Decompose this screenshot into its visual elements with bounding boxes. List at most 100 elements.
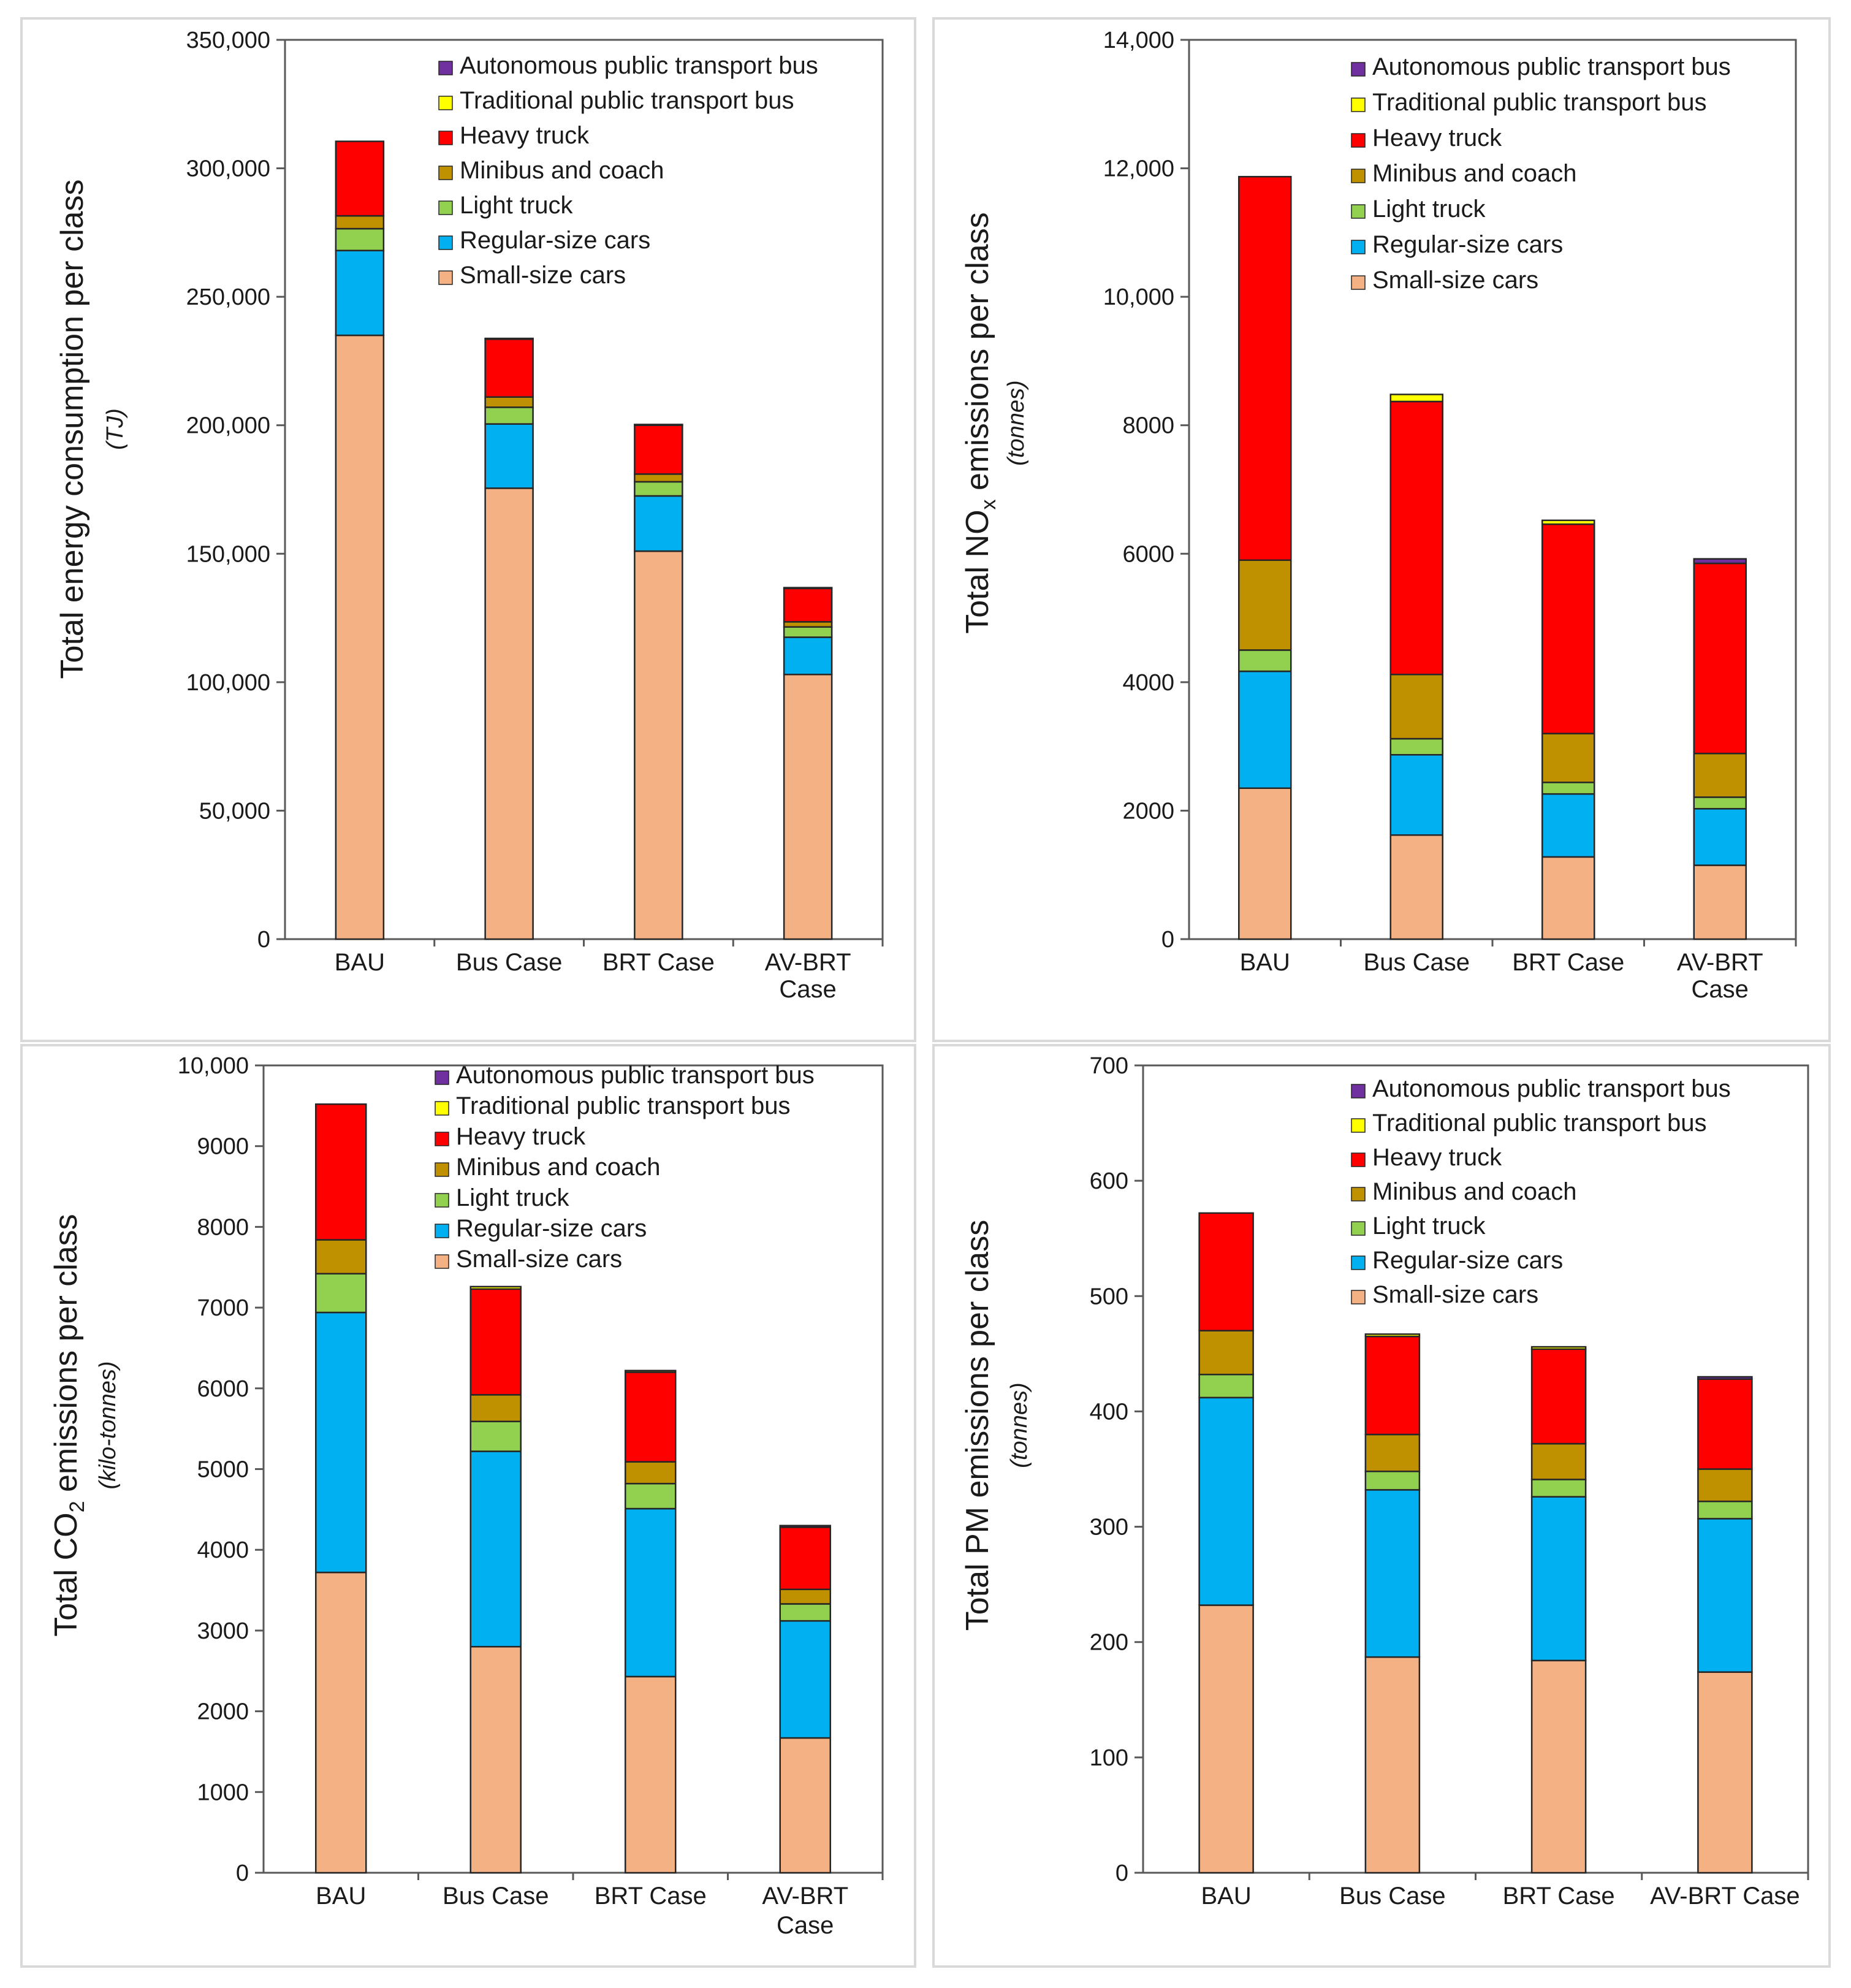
bar-segment-regular-size-cars bbox=[779, 1620, 831, 1739]
bar-segment-regular-size-cars bbox=[783, 636, 833, 676]
legend-label-heavy-truck: Heavy truck bbox=[1372, 124, 1502, 151]
legend-label-minibus-and-coach: Minibus and coach bbox=[456, 1154, 661, 1181]
bar-segment-light-truck bbox=[1389, 737, 1443, 756]
bar-segment-regular-size-cars bbox=[1530, 1496, 1587, 1662]
bar-segment-minibus-and-coach bbox=[779, 1588, 831, 1605]
y-axis-title: Total PM emissions per class bbox=[960, 1220, 995, 1631]
y-tick-label: 12,000 bbox=[1103, 156, 1174, 182]
bar-segment-regular-size-cars bbox=[484, 423, 534, 489]
panel-energy-border bbox=[20, 17, 916, 1042]
y-tick-label: 0 bbox=[236, 1860, 249, 1886]
legend-label-traditional-public-transport-bus: Traditional public transport bus bbox=[1372, 1110, 1706, 1137]
bar-segment-light-truck bbox=[1364, 1471, 1421, 1491]
x-category-label: BAU bbox=[335, 949, 385, 976]
bar-segment-small-size-cars bbox=[783, 674, 833, 940]
bar-segment-heavy-truck bbox=[1530, 1348, 1587, 1445]
bar-segment-heavy-truck bbox=[634, 424, 683, 475]
y-tick-label: 9000 bbox=[197, 1134, 249, 1160]
y-tick-label: 200,000 bbox=[186, 413, 270, 439]
y-tick-label: 100 bbox=[1090, 1745, 1128, 1771]
bar-segment-minibus-and-coach bbox=[469, 1394, 522, 1423]
bar-segment-traditional-public-transport-bus bbox=[1364, 1333, 1421, 1338]
y-tick-label: 14,000 bbox=[1103, 28, 1174, 53]
y-tick-label: 6000 bbox=[197, 1376, 249, 1402]
y-axis-unit: (kilo-tonnes) bbox=[95, 1361, 121, 1489]
y-tick-label: 700 bbox=[1090, 1053, 1128, 1079]
bar-segment-traditional-public-transport-bus bbox=[1541, 519, 1595, 525]
bar-segment-traditional-public-transport-bus bbox=[469, 1285, 522, 1290]
y-tick-label: 150,000 bbox=[186, 541, 270, 567]
bar-segment-regular-size-cars bbox=[1693, 808, 1747, 866]
bar-segment-regular-size-cars bbox=[1389, 754, 1443, 836]
y-tick-label: 2000 bbox=[1122, 798, 1174, 824]
x-category-label: BRT Case bbox=[602, 949, 715, 976]
bar-segment-heavy-truck bbox=[1697, 1378, 1753, 1470]
y-axis-unit: (TJ) bbox=[102, 408, 128, 450]
bar-segment-light-truck bbox=[484, 406, 534, 425]
y-tick-label: 300 bbox=[1090, 1515, 1128, 1541]
legend-swatch-light-truck bbox=[435, 1193, 449, 1208]
bar-segment-light-truck bbox=[315, 1273, 367, 1314]
bar-segment-small-size-cars bbox=[335, 334, 385, 940]
legend-label-regular-size-cars: Regular-size cars bbox=[456, 1215, 647, 1242]
bar-segment-minibus-and-coach bbox=[783, 621, 833, 628]
legend-swatch-heavy-truck bbox=[1351, 133, 1366, 148]
legend-label-small-size-cars: Small-size cars bbox=[1372, 267, 1538, 294]
bar-segment-heavy-truck bbox=[335, 140, 385, 217]
y-tick-label: 4000 bbox=[1122, 670, 1174, 696]
bar-segment-light-truck bbox=[625, 1482, 677, 1510]
legend-label-minibus-and-coach: Minibus and coach bbox=[1372, 1178, 1577, 1205]
bar-segment-small-size-cars bbox=[469, 1645, 522, 1874]
y-tick-label: 8000 bbox=[1122, 413, 1174, 439]
bar-segment-regular-size-cars bbox=[1364, 1489, 1421, 1658]
legend-swatch-minibus-and-coach bbox=[438, 166, 453, 180]
y-tick-label: 100,000 bbox=[186, 670, 270, 696]
bar-segment-minibus-and-coach bbox=[1238, 559, 1292, 651]
bar-segment-light-truck bbox=[1693, 796, 1747, 810]
bar-segment-light-truck bbox=[783, 626, 833, 638]
legend-label-traditional-public-transport-bus: Traditional public transport bus bbox=[1372, 89, 1706, 116]
legend-swatch-small-size-cars bbox=[1351, 275, 1366, 290]
y-tick-label: 600 bbox=[1090, 1168, 1128, 1194]
y-tick-label: 6000 bbox=[1122, 541, 1174, 567]
bar-segment-light-truck bbox=[1530, 1479, 1587, 1498]
bar-segment-autonomous-public-transport-bus bbox=[1697, 1376, 1753, 1380]
legend-label-autonomous-public-transport-bus: Autonomous public transport bus bbox=[1372, 1075, 1731, 1102]
x-category-label: Case bbox=[779, 976, 836, 1003]
y-tick-label: 0 bbox=[1161, 927, 1174, 953]
y-tick-label: 400 bbox=[1090, 1399, 1128, 1425]
legend-swatch-traditional-public-transport-bus bbox=[435, 1101, 449, 1116]
bar-segment-traditional-public-transport-bus bbox=[1530, 1346, 1587, 1350]
bar-segment-traditional-public-transport-bus bbox=[484, 337, 534, 340]
panel-co2-border bbox=[20, 1044, 916, 1968]
legend-swatch-traditional-public-transport-bus bbox=[1351, 97, 1366, 112]
bar-segment-small-size-cars bbox=[1697, 1671, 1753, 1874]
legend-label-regular-size-cars: Regular-size cars bbox=[1372, 1247, 1563, 1274]
legend-label-light-truck: Light truck bbox=[460, 192, 574, 219]
energy-consumption-chart: 0 50,000 100,000 150,000 200,000 250,000 300,0… bbox=[55, 28, 884, 1003]
legend-swatch-regular-size-cars bbox=[435, 1224, 449, 1238]
legend-label-small-size-cars: Small-size cars bbox=[456, 1246, 622, 1273]
legend-swatch-minibus-and-coach bbox=[1351, 169, 1366, 183]
x-category-label: BAU bbox=[1240, 949, 1290, 976]
nox-emissions-chart: 0 2000 4000 6000 8000 10,000 12,000 14,000 BAU Bu… bbox=[960, 28, 1797, 1003]
bar-segment-heavy-truck bbox=[469, 1288, 522, 1396]
bar-segment-heavy-truck bbox=[783, 587, 833, 623]
y-tick-label: 50,000 bbox=[199, 798, 270, 824]
bar-segment-heavy-truck bbox=[315, 1103, 367, 1241]
y-tick-label: 8000 bbox=[197, 1214, 249, 1240]
bar-segment-regular-size-cars bbox=[1541, 793, 1595, 858]
bar-segment-heavy-truck bbox=[484, 338, 534, 398]
bar-segment-minibus-and-coach bbox=[1541, 733, 1595, 783]
legend-label-traditional-public-transport-bus: Traditional public transport bus bbox=[460, 87, 794, 114]
bar-segment-traditional-public-transport-bus bbox=[625, 1369, 677, 1373]
legend-label-minibus-and-coach: Minibus and coach bbox=[460, 157, 664, 184]
legend-label-autonomous-public-transport-bus: Autonomous public transport bus bbox=[460, 52, 818, 79]
x-category-label: Bus Case bbox=[456, 949, 562, 976]
bar-segment-minibus-and-coach bbox=[634, 473, 683, 483]
pm-emissions-chart: 0 100 200 300 400 500 600 700 BAU Bus Case BRT Cas… bbox=[960, 1053, 1809, 1910]
legend-swatch-traditional-public-transport-bus bbox=[1351, 1118, 1366, 1133]
bar-segment-minibus-and-coach bbox=[1389, 674, 1443, 740]
legend-swatch-regular-size-cars bbox=[1351, 1255, 1366, 1270]
bar-segment-light-truck bbox=[335, 227, 385, 251]
